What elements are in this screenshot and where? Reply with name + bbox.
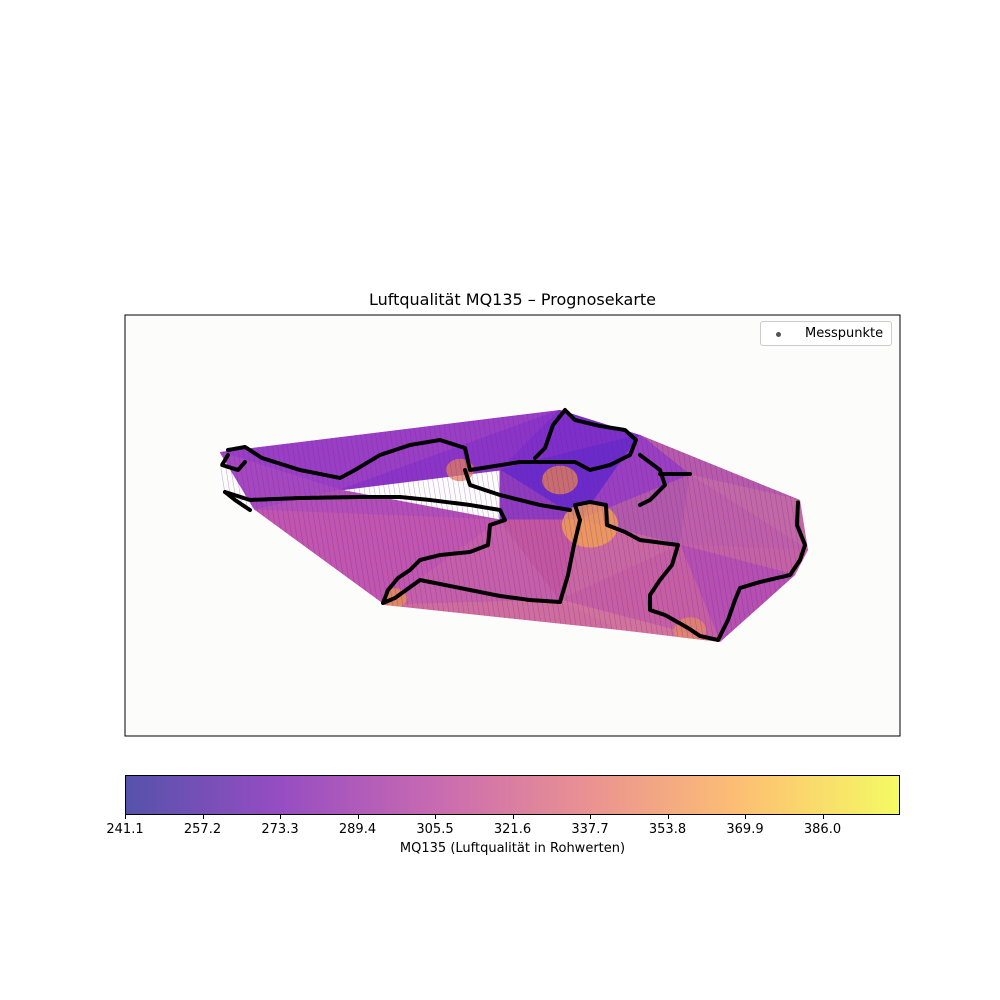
colorbar-tick-label: 369.9 xyxy=(726,822,764,837)
measurement-points xyxy=(223,490,807,642)
colorbar-tick-label: 289.4 xyxy=(338,822,377,837)
contour-line xyxy=(489,410,531,642)
contour-line xyxy=(454,410,496,642)
contour-line xyxy=(549,410,591,642)
contour-line xyxy=(409,410,451,642)
contour-line xyxy=(504,410,546,642)
contour-line xyxy=(389,410,431,642)
colorbar-tick xyxy=(667,815,669,819)
colorbar-alpha-wash xyxy=(126,776,899,814)
contour-line xyxy=(544,410,586,642)
contour-line xyxy=(509,410,551,642)
contour-line xyxy=(529,410,571,642)
contour-line xyxy=(599,410,641,642)
colorbar-tick-label: 353.8 xyxy=(648,822,687,837)
interpolated-surface xyxy=(220,410,808,642)
contour-line xyxy=(624,410,666,642)
contour-line xyxy=(499,410,541,642)
contour-line xyxy=(459,410,501,642)
contour-line xyxy=(464,410,506,642)
contour-line xyxy=(394,410,436,642)
colorbar-tick-label: 273.3 xyxy=(261,822,299,837)
legend-label: Messpunkte xyxy=(805,326,884,341)
measurement-points xyxy=(226,408,638,480)
measurement-points xyxy=(638,453,667,507)
colorbar-tick-label: 337.7 xyxy=(571,822,609,837)
contour-line xyxy=(514,410,556,642)
colorbar-tick xyxy=(357,815,359,819)
legend: Messpunkte xyxy=(760,321,892,346)
contour-line xyxy=(399,410,441,642)
contour-line xyxy=(484,410,526,642)
contour-line xyxy=(494,410,536,642)
colorbar-label: MQ135 (Luftqualität in Rohwerten) xyxy=(399,841,626,856)
colorbar-tick xyxy=(202,815,204,819)
measurement-points xyxy=(220,453,247,472)
contour-line xyxy=(619,410,661,642)
colorbar-tick xyxy=(822,815,824,819)
measurement-points xyxy=(223,490,252,512)
measurement-points xyxy=(463,468,572,512)
colorbar-tick xyxy=(125,815,126,819)
contour-line xyxy=(564,410,606,642)
colorbar-tick-label: 305.5 xyxy=(416,822,454,837)
contour-line xyxy=(634,410,676,642)
contour-line xyxy=(569,410,611,642)
contour-line xyxy=(609,410,651,642)
colorbar-tick-label: 257.2 xyxy=(183,822,222,837)
contour-line xyxy=(604,410,646,642)
contour-line xyxy=(534,410,576,642)
chart-title: Luftqualität MQ135 – Prognosekarte xyxy=(368,290,657,309)
contour-line xyxy=(449,410,491,642)
colorbar-tick xyxy=(280,815,281,819)
contour-line xyxy=(384,410,426,642)
surface-hotspot xyxy=(542,465,578,495)
contour-line xyxy=(579,410,621,642)
contour-line xyxy=(644,410,686,642)
colorbar xyxy=(125,775,900,815)
colorbar-tick-label: 386.0 xyxy=(803,822,842,837)
colorbar-tick-label: 321.6 xyxy=(493,822,532,837)
contour-line xyxy=(524,410,566,642)
colorbar-tick xyxy=(435,815,436,819)
legend-marker-icon xyxy=(776,332,781,337)
contour-line xyxy=(404,410,446,642)
contour-line xyxy=(594,410,636,642)
colorbar-tick xyxy=(512,815,514,819)
contour-line xyxy=(519,410,561,642)
contour-line xyxy=(479,410,521,642)
contour-line xyxy=(574,410,616,642)
contour-line xyxy=(554,410,596,642)
colorbar-tick xyxy=(590,815,591,819)
measurement-track xyxy=(220,408,807,642)
colorbar-tick xyxy=(745,815,746,819)
contour-line xyxy=(639,410,681,642)
colorbar-tick-label: 241.1 xyxy=(106,822,144,837)
